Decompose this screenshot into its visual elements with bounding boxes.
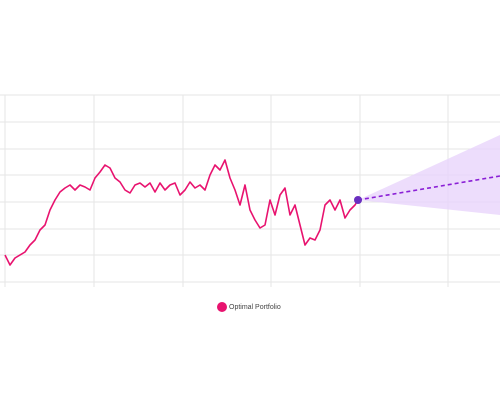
series-line <box>4 159 359 266</box>
legend-label: Optimal Portfolio <box>229 304 281 311</box>
forecast-start <box>354 196 362 204</box>
forecast-band <box>358 135 500 215</box>
legend-marker <box>217 302 227 312</box>
forecast-line <box>357 175 500 201</box>
